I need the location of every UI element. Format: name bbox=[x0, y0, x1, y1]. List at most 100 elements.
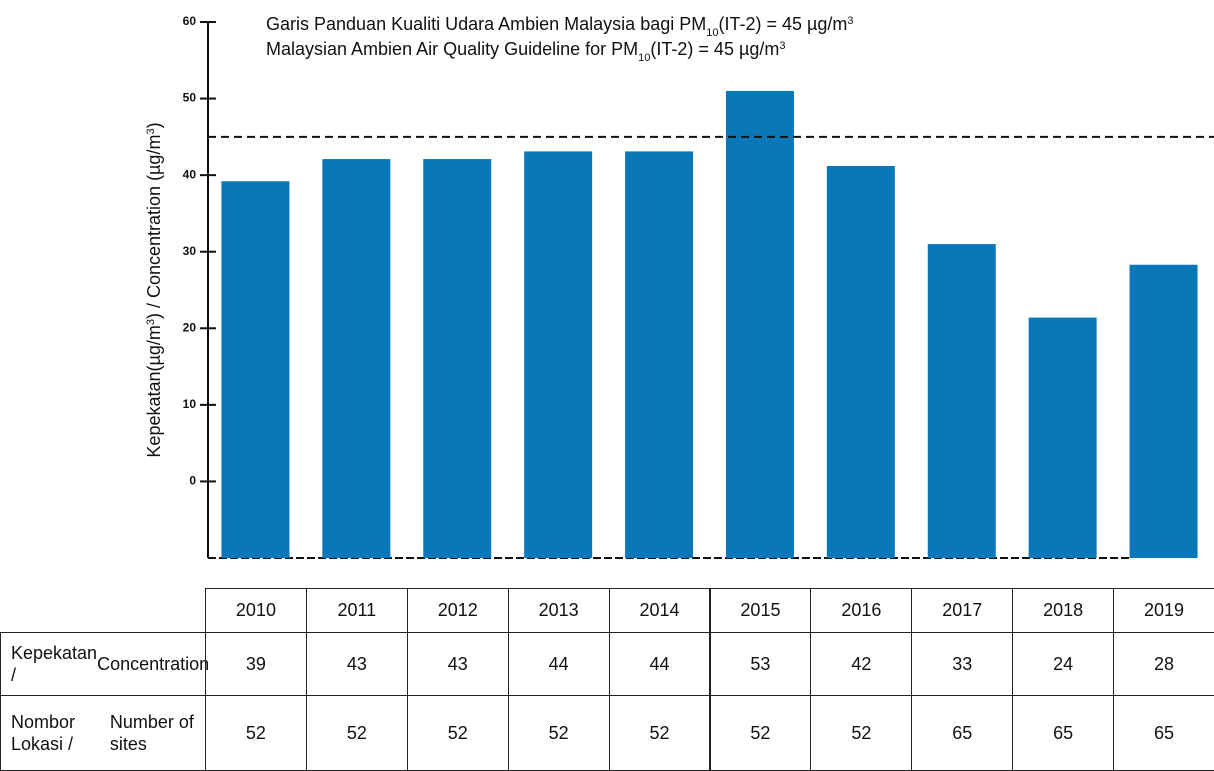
data-cell: 24 bbox=[1012, 632, 1115, 696]
subscript: 10 bbox=[638, 52, 650, 64]
y-tick-label: 20 bbox=[183, 320, 197, 334]
annotation-part: (IT-2) = 45 µg/m bbox=[650, 39, 779, 59]
cell-text: 65 bbox=[1154, 722, 1175, 743]
y-tick-label: 60 bbox=[183, 14, 197, 28]
data-cell: 65 bbox=[1012, 695, 1115, 771]
header-cell: 2010 bbox=[205, 588, 307, 633]
data-cell: 52 bbox=[709, 695, 812, 771]
row-label: Nombor Lokasi / Number of sites bbox=[0, 695, 206, 771]
cell-text: 28 bbox=[1154, 653, 1175, 674]
header-cell: 2011 bbox=[305, 588, 408, 633]
annotation-part: Garis Panduan Kualiti Udara Ambien Malay… bbox=[266, 14, 706, 34]
y-axis-label: Kepekatan(µg/m3) / Concentration (µg/m3) bbox=[144, 122, 164, 457]
cell-text: 24 bbox=[1053, 653, 1074, 674]
cell-text: 43 bbox=[346, 653, 367, 674]
cell-text: 2011 bbox=[337, 600, 377, 620]
bar bbox=[524, 151, 593, 559]
cell-text: 52 bbox=[649, 722, 670, 743]
cell-text: 2010 bbox=[235, 600, 276, 620]
superscript: 3 bbox=[847, 15, 853, 27]
cell-text: 65 bbox=[1053, 722, 1074, 743]
label-part: ) / Concentration (µg/m bbox=[144, 135, 164, 319]
y-tick-label: 50 bbox=[183, 91, 197, 105]
cell-text: 43 bbox=[447, 653, 468, 674]
bar bbox=[322, 159, 391, 558]
annotation-part: Malaysian Ambien Air Quality Guideline f… bbox=[266, 39, 638, 59]
bar bbox=[625, 151, 694, 559]
header-cell: 2013 bbox=[507, 588, 610, 633]
data-cell: 43 bbox=[305, 632, 408, 696]
label-part: Kepekatan(µg/m bbox=[144, 325, 164, 457]
header-cell: 2014 bbox=[608, 588, 711, 633]
data-cell: 52 bbox=[305, 695, 408, 771]
cell-text: 2015 bbox=[740, 600, 781, 620]
bar bbox=[221, 181, 290, 559]
data-cell: 52 bbox=[608, 695, 711, 771]
data-cell: 52 bbox=[406, 695, 509, 771]
annotation: Garis Panduan Kualiti Udara Ambien Malay… bbox=[266, 14, 854, 39]
header-cell: 2015 bbox=[709, 588, 812, 633]
data-cell: 28 bbox=[1113, 632, 1214, 696]
cell-text: 52 bbox=[447, 722, 468, 743]
header-cell: 2019 bbox=[1113, 588, 1214, 633]
y-tick-label: 40 bbox=[183, 167, 197, 181]
subscript: 10 bbox=[706, 27, 718, 39]
data-cell: 65 bbox=[911, 695, 1014, 771]
header-cell: 2012 bbox=[406, 588, 509, 633]
cell-text: 2019 bbox=[1144, 600, 1185, 620]
cell-text: 44 bbox=[649, 653, 670, 674]
cell-text: 39 bbox=[245, 653, 266, 674]
cell-text: 44 bbox=[548, 653, 569, 674]
data-cell: 52 bbox=[205, 695, 307, 771]
bar bbox=[423, 159, 492, 558]
y-tick-label: 30 bbox=[183, 244, 197, 258]
data-cell: 44 bbox=[608, 632, 711, 696]
superscript: 3 bbox=[779, 40, 785, 52]
bar bbox=[927, 244, 996, 559]
cell-text: 52 bbox=[245, 722, 266, 743]
data-cell: 65 bbox=[1113, 695, 1214, 771]
cell-text: Nombor Lokasi / bbox=[11, 712, 76, 754]
cell-text: Number of sites bbox=[109, 712, 194, 754]
cell-text: 52 bbox=[750, 722, 771, 743]
cell-text: 2018 bbox=[1043, 600, 1084, 620]
cell-text: 2012 bbox=[437, 600, 478, 620]
data-cell: 39 bbox=[205, 632, 307, 696]
header-cell: 2017 bbox=[911, 588, 1014, 633]
data-cell: 42 bbox=[810, 632, 913, 696]
cell-text: 52 bbox=[548, 722, 569, 743]
cell-text: Kepekatan / bbox=[11, 643, 98, 685]
cell-text: 52 bbox=[346, 722, 367, 743]
data-cell: 52 bbox=[810, 695, 913, 771]
y-tick-label: 10 bbox=[183, 397, 197, 411]
row-label: Kepekatan / Concentration bbox=[0, 632, 210, 696]
bar bbox=[725, 90, 794, 559]
data-cell: 52 bbox=[507, 695, 610, 771]
bar bbox=[1028, 317, 1097, 558]
cell-text: 2017 bbox=[942, 600, 983, 620]
y-tick-label: 0 bbox=[189, 474, 196, 488]
bar bbox=[1129, 264, 1198, 558]
cell-text: 53 bbox=[750, 653, 771, 674]
superscript: 3 bbox=[145, 319, 157, 325]
data-cell: 44 bbox=[507, 632, 610, 696]
header-cell: 2016 bbox=[810, 588, 913, 633]
superscript: 3 bbox=[145, 128, 157, 134]
cell-text: 2013 bbox=[538, 600, 579, 620]
annotation: Malaysian Ambien Air Quality Guideline f… bbox=[266, 39, 785, 64]
bar bbox=[826, 165, 895, 558]
cell-text: 33 bbox=[952, 653, 973, 674]
annotation-part: (IT-2) = 45 µg/m bbox=[718, 14, 847, 34]
cell-text: 65 bbox=[952, 722, 973, 743]
cell-text: Concentration bbox=[97, 654, 210, 674]
label-part: ) bbox=[144, 122, 164, 128]
cell-text: 42 bbox=[851, 653, 872, 674]
data-cell: 33 bbox=[911, 632, 1014, 696]
header-cell: 2018 bbox=[1012, 588, 1115, 633]
cell-text: 52 bbox=[851, 722, 872, 743]
data-cell: 43 bbox=[406, 632, 509, 696]
cell-text: 2016 bbox=[841, 600, 882, 620]
data-cell: 53 bbox=[709, 632, 812, 696]
cell-text: 2014 bbox=[639, 600, 680, 620]
